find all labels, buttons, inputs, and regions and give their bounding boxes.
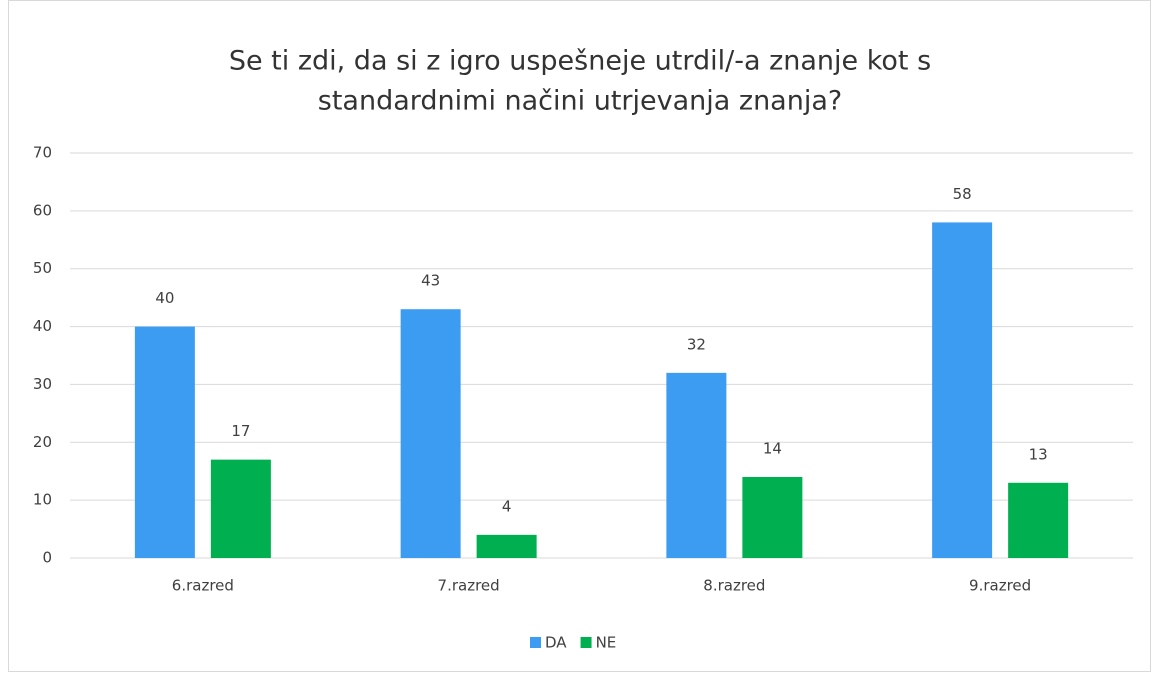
data-label: 58 — [953, 185, 972, 203]
legend-swatch — [530, 637, 541, 648]
y-tick-label: 60 — [33, 201, 52, 219]
data-label: 17 — [231, 422, 250, 440]
x-tick-label: 8.razred — [703, 577, 765, 595]
bar — [210, 459, 271, 558]
data-label: 14 — [763, 440, 782, 458]
y-tick-label: 40 — [33, 317, 52, 335]
bar — [742, 477, 803, 558]
data-label: 4 — [502, 497, 512, 515]
y-tick-label: 10 — [33, 491, 52, 509]
data-label: 43 — [421, 272, 440, 290]
bar — [1008, 482, 1069, 558]
x-tick-label: 9.razred — [969, 577, 1031, 595]
data-label: 32 — [687, 335, 706, 353]
bar — [666, 372, 727, 558]
y-tick-label: 30 — [33, 375, 52, 393]
bar — [134, 326, 195, 558]
legend-label: DA — [545, 634, 567, 652]
x-tick-label: 6.razred — [172, 577, 234, 595]
bar — [932, 222, 993, 558]
y-tick-label: 50 — [33, 259, 52, 277]
legend-label: NE — [596, 634, 617, 652]
chart-title: Se ti zdi, da si z igro uspešneje utrdil… — [229, 46, 931, 77]
bar — [476, 534, 537, 558]
bar — [400, 309, 461, 558]
data-label: 13 — [1029, 445, 1048, 463]
chart-title: standardnimi načini utrjevanja znanja? — [318, 86, 842, 117]
x-tick-label: 7.razred — [438, 577, 500, 595]
y-tick-label: 20 — [33, 433, 52, 451]
legend-swatch — [580, 637, 592, 648]
y-tick-label: 0 — [42, 549, 52, 567]
y-tick-label: 70 — [33, 144, 52, 162]
data-label: 40 — [155, 289, 174, 307]
